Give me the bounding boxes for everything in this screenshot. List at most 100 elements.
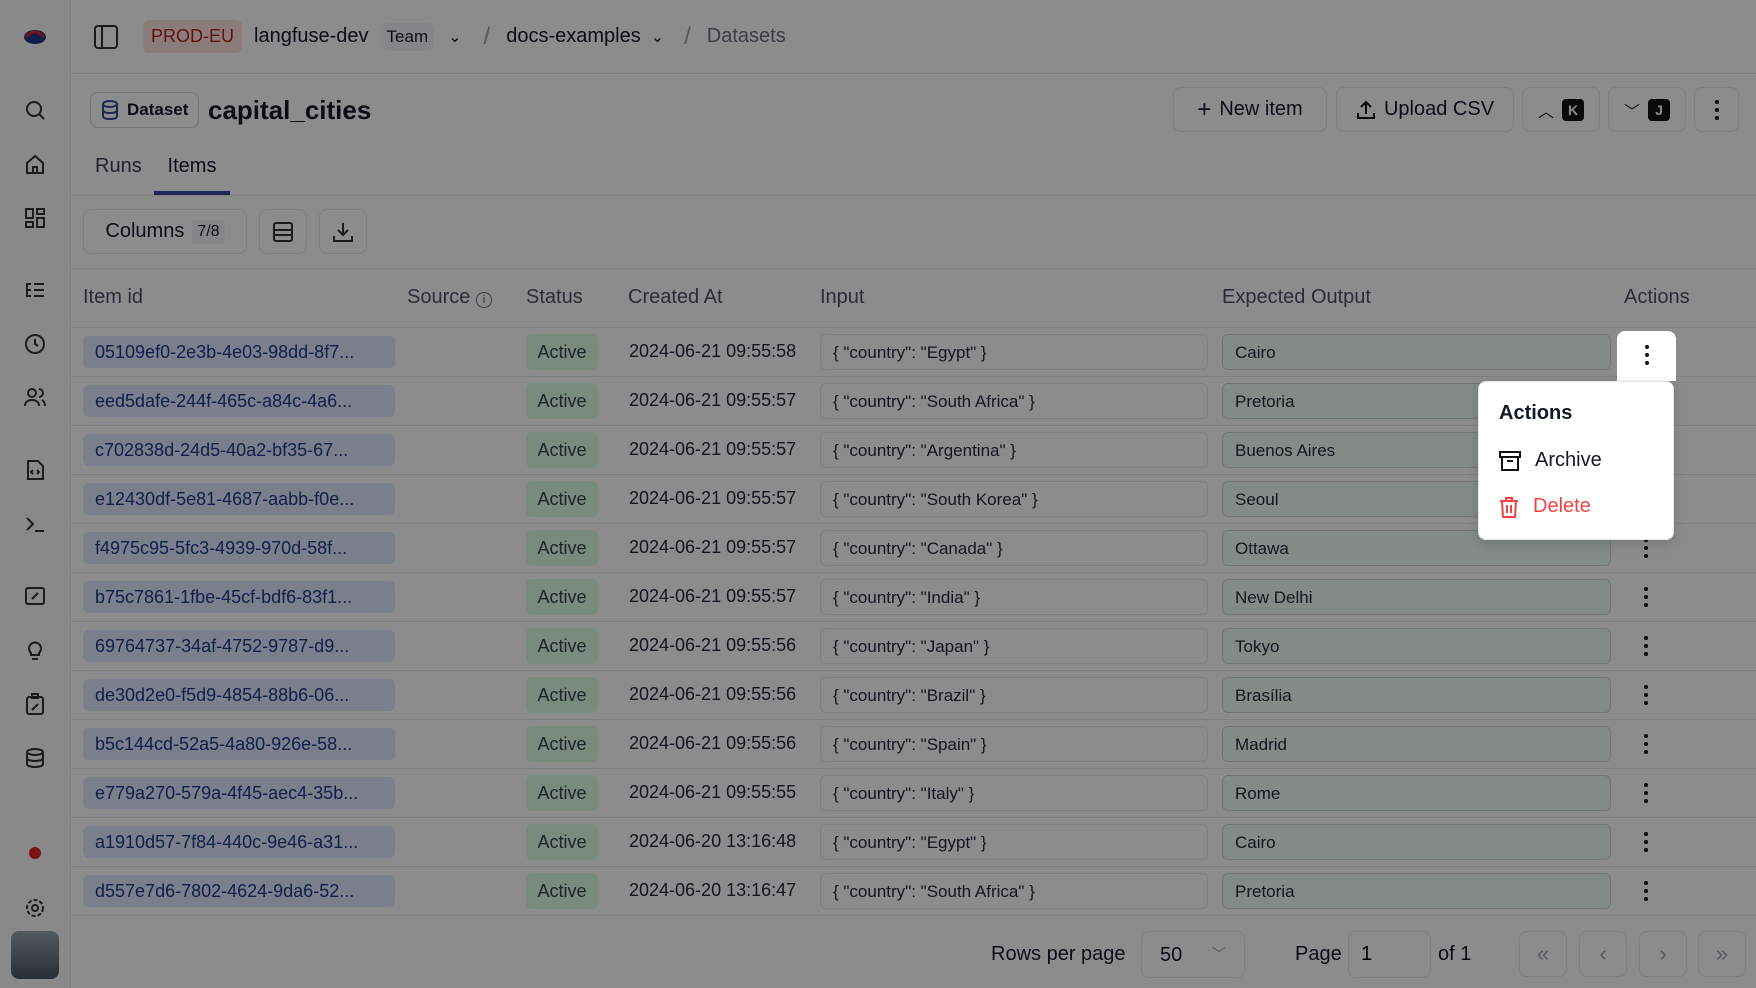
table-row[interactable]: 05109ef0-2e3b-4e03-98dd-8f7... Active 20… — [71, 327, 1756, 376]
menu-item-delete[interactable]: Delete — [1499, 495, 1591, 518]
rows-per-page-select[interactable]: 50 ﹀ — [1141, 931, 1245, 978]
tab-items[interactable]: Items — [154, 155, 230, 195]
tab-runs[interactable]: Runs — [95, 155, 142, 177]
item-id-link[interactable]: a1910d57-7f84-440c-9e46-a31... — [83, 826, 395, 858]
table-row[interactable]: 69764737-34af-4752-9787-d9... Active 202… — [71, 621, 1756, 670]
search-icon[interactable] — [22, 97, 48, 123]
new-item-button[interactable]: + New item — [1173, 87, 1327, 132]
scores-icon[interactable] — [22, 583, 48, 609]
langfuse-logo-icon[interactable] — [22, 24, 48, 50]
lightbulb-icon[interactable] — [22, 637, 48, 663]
more-options-button[interactable] — [1694, 87, 1739, 132]
table-row[interactable]: eed5dafe-244f-465c-a84c-4a6... Active 20… — [71, 376, 1756, 425]
table-row[interactable]: f4975c95-5fc3-4939-970d-58f... Active 20… — [71, 523, 1756, 572]
row-actions-button[interactable] — [1636, 830, 1656, 854]
input-cell[interactable]: { "country": "Spain" } — [820, 726, 1208, 762]
table-row[interactable]: e779a270-579a-4f45-aec4-35b... Active 20… — [71, 768, 1756, 817]
page-count: of 1 — [1438, 943, 1472, 965]
input-cell[interactable]: { "country": "Argentina" } — [820, 432, 1208, 468]
traces-icon[interactable] — [22, 277, 48, 303]
clock-icon[interactable] — [22, 331, 48, 357]
datasets-icon[interactable] — [22, 745, 48, 771]
row-actions-button[interactable] — [1636, 536, 1656, 560]
org-name[interactable]: langfuse-dev — [254, 25, 369, 47]
avatar[interactable] — [11, 931, 59, 979]
row-actions-button[interactable] — [1636, 634, 1656, 658]
item-id-link[interactable]: c702838d-24d5-40a2-bf35-67... — [83, 434, 395, 466]
input-cell[interactable]: { "country": "India" } — [820, 579, 1208, 615]
column-header-item-id[interactable]: Item id — [83, 286, 144, 308]
project-chevron-down-icon[interactable]: ⌄ — [650, 28, 665, 46]
input-cell[interactable]: { "country": "South Africa" } — [820, 873, 1208, 909]
item-id-link[interactable]: de30d2e0-f5d9-4854-88b6-06... — [83, 679, 395, 711]
input-cell[interactable]: { "country": "Egypt" } — [820, 334, 1208, 370]
annotation-icon[interactable] — [22, 691, 48, 717]
row-actions-button[interactable] — [1636, 879, 1656, 903]
table-row[interactable]: a1910d57-7f84-440c-9e46-a31... Active 20… — [71, 817, 1756, 866]
table-row[interactable]: b5c144cd-52a5-4a80-926e-58... Active 202… — [71, 719, 1756, 768]
columns-button[interactable]: Columns 7/8 — [83, 209, 247, 254]
item-id-link[interactable]: e779a270-579a-4f45-aec4-35b... — [83, 777, 395, 809]
dashboard-icon[interactable] — [22, 205, 48, 231]
sidebar-toggle-icon[interactable] — [93, 24, 119, 50]
column-header-source[interactable]: Source i — [407, 286, 492, 309]
item-id-link[interactable]: d557e7d6-7802-4624-9da6-52... — [83, 875, 395, 907]
column-header-status[interactable]: Status — [526, 286, 583, 308]
expected-output-cell[interactable]: Madrid — [1222, 726, 1611, 762]
org-chevron-down-icon[interactable]: ⌄ — [448, 28, 462, 46]
next-page-button[interactable]: › — [1639, 931, 1687, 977]
previous-page-button[interactable]: ‹ — [1579, 931, 1627, 977]
playground-icon[interactable] — [22, 511, 48, 537]
menu-item-archive[interactable]: Archive — [1499, 449, 1602, 472]
settings-icon[interactable] — [22, 895, 48, 921]
item-id-link[interactable]: 05109ef0-2e3b-4e03-98dd-8f7... — [83, 336, 395, 368]
row-actions-button[interactable] — [1636, 585, 1656, 609]
item-id-link[interactable]: eed5dafe-244f-465c-a84c-4a6... — [83, 385, 395, 417]
input-cell[interactable]: { "country": "South Africa" } — [820, 383, 1208, 419]
column-header-input[interactable]: Input — [820, 286, 865, 308]
table-row[interactable]: d557e7d6-7802-4624-9da6-52... Active 202… — [71, 866, 1756, 915]
upload-csv-button[interactable]: Upload CSV — [1336, 87, 1514, 132]
expected-output-cell[interactable]: Cairo — [1222, 334, 1611, 370]
expected-output-cell[interactable]: Pretoria — [1222, 873, 1611, 909]
row-actions-trigger-active[interactable] — [1617, 331, 1676, 381]
input-cell[interactable]: { "country": "Egypt" } — [820, 824, 1208, 860]
expected-output-cell[interactable]: Cairo — [1222, 824, 1611, 860]
column-header-expected-output[interactable]: Expected Output — [1222, 286, 1371, 308]
item-id-link[interactable]: e12430df-5e81-4687-aabb-f0e... — [83, 483, 395, 515]
page-input[interactable] — [1348, 931, 1431, 978]
row-height-button[interactable] — [259, 209, 307, 254]
previous-item-button[interactable]: ︿ K — [1522, 87, 1600, 132]
users-icon[interactable] — [22, 384, 48, 410]
download-button[interactable] — [319, 209, 367, 254]
input-cell[interactable]: { "country": "Italy" } — [820, 775, 1208, 811]
prompts-icon[interactable] — [22, 457, 48, 483]
input-cell[interactable]: { "country": "Japan" } — [820, 628, 1208, 664]
info-icon[interactable]: i — [475, 292, 492, 308]
home-icon[interactable] — [22, 151, 48, 177]
project-name[interactable]: docs-examples — [506, 25, 641, 47]
row-actions-button[interactable] — [1636, 781, 1656, 805]
input-cell[interactable]: { "country": "Brazil" } — [820, 677, 1208, 713]
item-id-link[interactable]: b75c7861-1fbe-45cf-bdf6-83f1... — [83, 581, 395, 613]
expected-output-cell[interactable]: Tokyo — [1222, 628, 1611, 664]
item-id-link[interactable]: b5c144cd-52a5-4a80-926e-58... — [83, 728, 395, 760]
first-page-button[interactable]: « — [1519, 931, 1567, 977]
table-row[interactable]: de30d2e0-f5d9-4854-88b6-06... Active 202… — [71, 670, 1756, 719]
row-actions-button[interactable] — [1636, 732, 1656, 756]
column-header-created-at[interactable]: Created At — [628, 286, 723, 308]
input-cell[interactable]: { "country": "South Korea" } — [820, 481, 1208, 517]
item-id-link[interactable]: f4975c95-5fc3-4939-970d-58f... — [83, 532, 395, 564]
next-item-button[interactable]: ﹀ J — [1608, 87, 1686, 132]
status-badge: Active — [526, 775, 598, 811]
table-row[interactable]: c702838d-24d5-40a2-bf35-67... Active 202… — [71, 425, 1756, 474]
item-id-link[interactable]: 69764737-34af-4752-9787-d9... — [83, 630, 395, 662]
table-row[interactable]: b75c7861-1fbe-45cf-bdf6-83f1... Active 2… — [71, 572, 1756, 621]
input-cell[interactable]: { "country": "Canada" } — [820, 530, 1208, 566]
expected-output-cell[interactable]: New Delhi — [1222, 579, 1611, 615]
last-page-button[interactable]: » — [1698, 931, 1746, 977]
expected-output-cell[interactable]: Rome — [1222, 775, 1611, 811]
expected-output-cell[interactable]: Brasília — [1222, 677, 1611, 713]
row-actions-button[interactable] — [1636, 683, 1656, 707]
